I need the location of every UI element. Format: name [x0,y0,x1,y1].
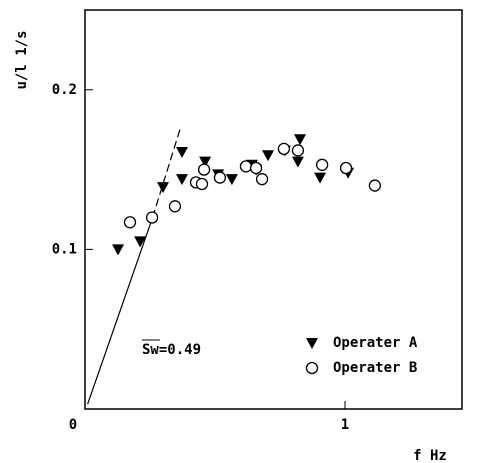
point [213,171,227,184]
point [175,147,188,159]
legend-label: Operater A [333,335,418,351]
point [277,142,291,156]
point [112,244,125,256]
legend-marker [306,338,318,349]
point [314,172,327,184]
point [175,174,188,186]
point [225,174,238,186]
legend-label: Operater B [333,360,417,376]
point [291,144,305,157]
annotation: Sw=0.49 [142,342,201,358]
x-tick-label: 0 [69,417,77,433]
point [368,179,382,192]
point [157,182,169,194]
x-tick-label: 1 [341,417,349,433]
plot-frame [84,9,463,410]
point [123,216,137,229]
point [255,173,269,186]
point [339,161,353,175]
point [197,163,211,176]
point [294,134,307,146]
point [145,211,159,224]
point [249,161,263,175]
point [315,158,329,171]
x-axis-label: f Hz [413,448,447,463]
y-tick-label: 0.2 [52,82,77,98]
point [134,236,147,248]
fit-line [87,217,154,405]
point [195,177,209,191]
fit-line [152,129,181,218]
point [199,156,212,168]
legend-marker [305,361,319,375]
y-tick-label: 0.1 [52,241,77,257]
point [262,150,275,162]
y-axis-label: u/l 1/s [14,30,30,89]
point [291,156,304,168]
point [168,200,182,213]
point [239,160,253,173]
